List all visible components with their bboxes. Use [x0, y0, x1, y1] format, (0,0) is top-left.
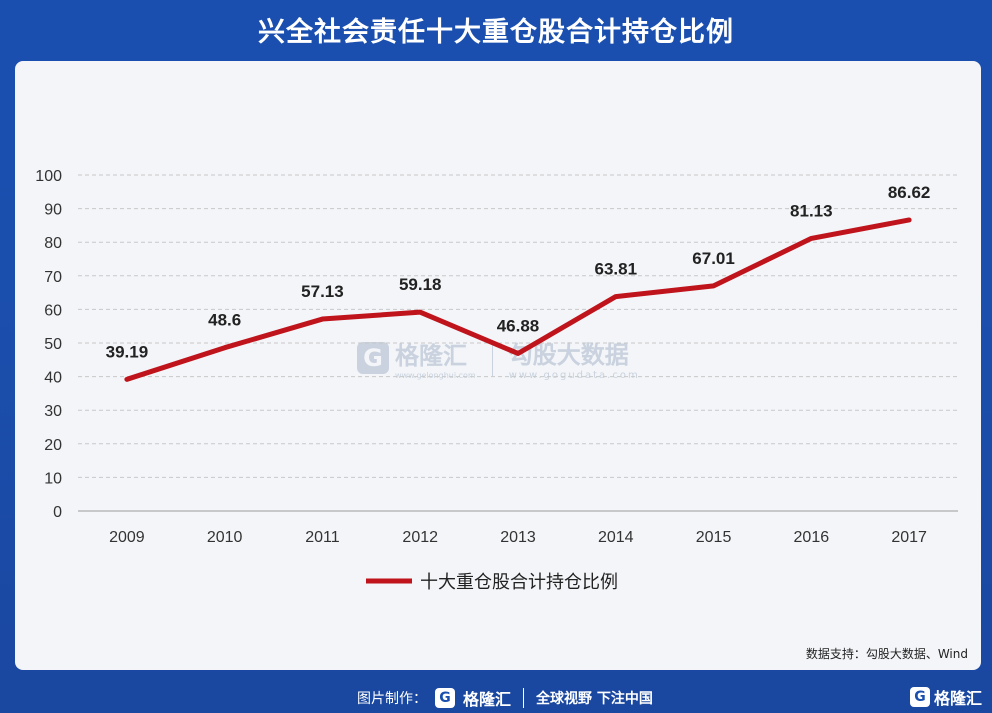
data-label: 39.19: [106, 342, 149, 361]
grid-lines: [78, 174, 958, 512]
y-tick-label: 10: [44, 470, 62, 487]
data-point: [419, 311, 422, 314]
y-tick-label: 100: [35, 168, 62, 185]
gelonghui-logo-icon: G: [909, 687, 930, 707]
x-tick-label: 2010: [207, 529, 243, 546]
footer-brand-block: 图片制作： G 格隆汇 全球视野 下注中国: [357, 686, 653, 710]
watermark-brand-url: www.gelonghui.com: [395, 371, 476, 380]
data-point: [712, 284, 715, 287]
data-point: [908, 218, 911, 221]
footer-divider: [523, 688, 525, 708]
footer-brand: 格隆汇: [463, 690, 512, 709]
data-point: [614, 295, 617, 298]
x-tick-label: 2016: [794, 529, 830, 546]
x-tick-label: 2011: [305, 529, 340, 546]
gelonghui-logo-icon: G: [435, 688, 455, 708]
legend-label: 十大重仓股合计持仓比例: [420, 572, 618, 593]
y-tick-label: 40: [44, 370, 62, 387]
footer-slogan: 全球视野 下注中国: [536, 691, 653, 707]
data-label: 81.13: [790, 201, 833, 220]
watermark-brand: 格隆汇: [395, 342, 467, 370]
y-tick-label: 70: [44, 269, 62, 286]
made-by-label: 图片制作：: [357, 691, 427, 707]
watermark-divider: [491, 340, 493, 376]
y-axis-ticks: 0 10 20 30 40 50 60 70 80 90 100: [35, 168, 62, 521]
data-label: 57.13: [301, 282, 344, 301]
x-axis-ticks: 2009 2010 2011 2012 2013 2014 2015 2016 2017: [109, 529, 927, 546]
footer: 图片制作： G 格隆汇 全球视野 下注中国 G 格隆汇: [0, 680, 992, 713]
series-line: [124, 217, 912, 382]
x-tick-label: 2017: [891, 529, 927, 546]
y-tick-label: 80: [44, 235, 62, 252]
y-tick-label: 0: [53, 504, 62, 521]
data-label: 59.18: [399, 275, 442, 294]
y-tick-label: 50: [44, 336, 62, 353]
page-title: 兴全社会责任十大重仓股合计持仓比例: [258, 17, 734, 48]
legend: 十大重仓股合计持仓比例: [366, 572, 618, 593]
data-label: 86.62: [888, 183, 931, 202]
data-labels: 39.19 48.6 57.13 59.18 46.88 63.81 67.01 81.13 8…: [106, 183, 931, 361]
series-line-path: [124, 217, 912, 382]
y-tick-label: 60: [44, 302, 62, 319]
footer-right-brand: G 格隆汇: [909, 685, 982, 709]
footer-right-brand-label: 格隆汇: [933, 689, 982, 708]
data-point: [321, 318, 324, 321]
data-label: 63.81: [595, 260, 638, 279]
x-tick-label: 2012: [402, 529, 438, 546]
data-label: 67.01: [692, 249, 735, 268]
data-point: [125, 378, 128, 381]
x-tick-label: 2014: [598, 529, 634, 546]
x-tick-label: 2009: [109, 529, 145, 546]
x-tick-label: 2015: [696, 529, 732, 546]
y-tick-label: 90: [44, 202, 62, 219]
watermark-partner-url: www.gogudata.com: [508, 370, 640, 381]
watermark-logo-icon: G: [357, 342, 389, 374]
data-source: 数据支持：勾股大数据、Wind: [805, 647, 968, 661]
data-point: [517, 352, 519, 355]
watermark: G 格隆汇 www.gelonghui.com 勾股大数据 www.goguda…: [357, 335, 640, 381]
data-label: 48.6: [208, 311, 241, 330]
y-tick-label: 30: [44, 403, 62, 420]
x-tick-label: 2013: [500, 529, 536, 546]
data-label: 46.88: [497, 316, 540, 335]
data-point: [810, 237, 813, 240]
data-point: [223, 346, 226, 349]
y-tick-label: 20: [44, 437, 62, 454]
